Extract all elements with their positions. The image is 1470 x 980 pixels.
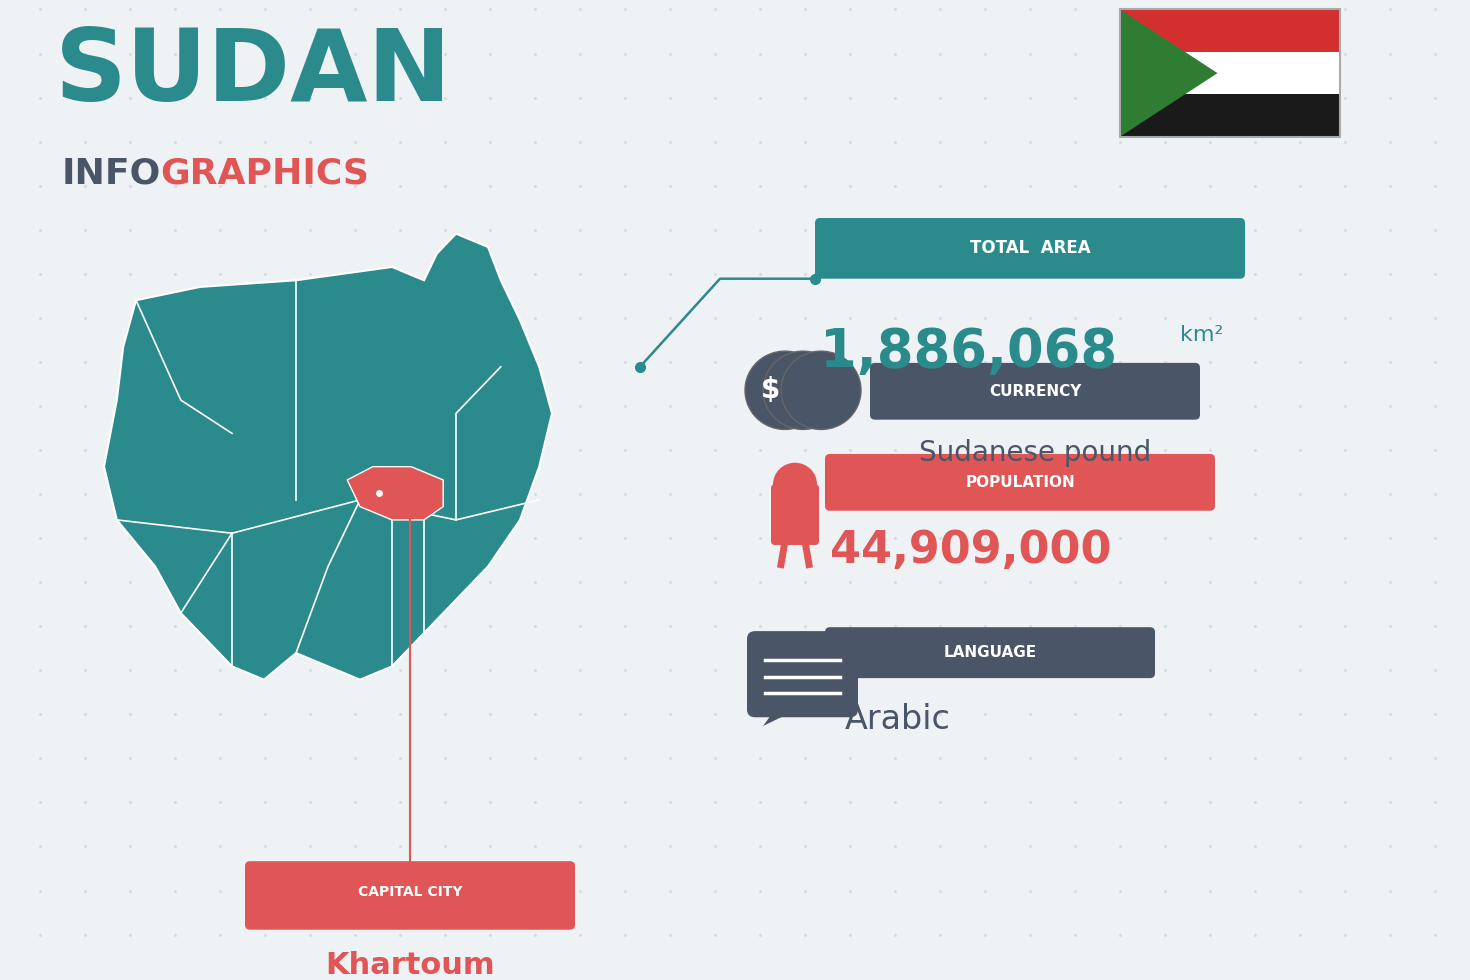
Polygon shape (1120, 10, 1217, 137)
Circle shape (745, 351, 825, 429)
FancyBboxPatch shape (825, 627, 1155, 678)
FancyBboxPatch shape (1120, 52, 1341, 94)
Text: km²: km² (1180, 324, 1223, 345)
FancyBboxPatch shape (245, 861, 575, 930)
Text: $: $ (760, 376, 779, 405)
Text: SUDAN: SUDAN (54, 25, 453, 123)
Text: CURRENCY: CURRENCY (989, 384, 1082, 399)
Circle shape (763, 351, 842, 429)
Text: GRAPHICS: GRAPHICS (160, 157, 369, 190)
Text: TOTAL  AREA: TOTAL AREA (970, 239, 1091, 258)
Text: Sudanese pound: Sudanese pound (919, 439, 1151, 466)
FancyBboxPatch shape (1120, 94, 1341, 137)
FancyBboxPatch shape (770, 484, 819, 545)
FancyBboxPatch shape (747, 631, 858, 717)
FancyBboxPatch shape (814, 218, 1245, 278)
Text: CAPITAL CITY: CAPITAL CITY (357, 885, 462, 899)
Text: LANGUAGE: LANGUAGE (944, 645, 1036, 661)
Polygon shape (763, 710, 797, 726)
Text: Arabic: Arabic (845, 703, 951, 736)
FancyBboxPatch shape (825, 454, 1216, 511)
Text: Khartoum: Khartoum (325, 952, 495, 980)
FancyBboxPatch shape (1120, 10, 1341, 52)
FancyBboxPatch shape (870, 363, 1200, 419)
Circle shape (781, 351, 861, 429)
Polygon shape (347, 466, 442, 520)
Text: 44,909,000: 44,909,000 (831, 529, 1111, 572)
Text: POPULATION: POPULATION (966, 475, 1075, 490)
Circle shape (773, 463, 817, 506)
Text: INFO: INFO (62, 157, 162, 190)
Polygon shape (104, 233, 553, 680)
Text: 1,886,068: 1,886,068 (820, 326, 1117, 378)
